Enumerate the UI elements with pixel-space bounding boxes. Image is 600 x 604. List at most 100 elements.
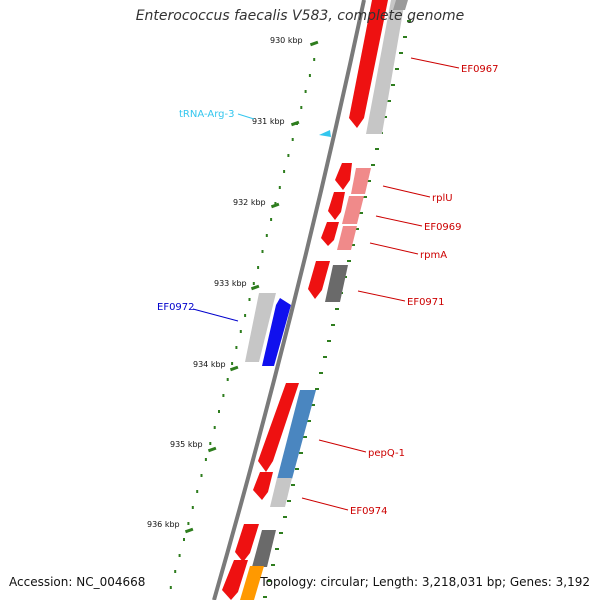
minor-tick	[231, 362, 234, 365]
cds-ef0969[interactable]	[342, 196, 364, 224]
minor-tick	[239, 330, 242, 333]
kbp-label: 935 kbp	[170, 440, 203, 449]
ring-guide-dot	[335, 308, 339, 310]
genome-backbone	[212, 0, 366, 601]
ring-guide-dots	[263, 20, 411, 598]
feature-label-rpmA[interactable]: rpmA	[420, 250, 447, 261]
kbp-tick	[309, 40, 319, 47]
ring-guide-dot	[315, 388, 319, 390]
minor-tick	[204, 458, 207, 461]
cds-ef0966-arrow[interactable]	[349, 0, 388, 128]
minor-tick	[304, 90, 307, 93]
cds-ef0969-red[interactable]	[328, 192, 345, 220]
minor-tick	[283, 170, 286, 173]
cds-bottom-red-1[interactable]	[235, 524, 259, 562]
cds-ef0971-red[interactable]	[308, 261, 330, 299]
minor-tick	[287, 154, 290, 157]
ring-guide-dot	[359, 212, 363, 214]
cds-rplU-red[interactable]	[335, 163, 352, 190]
cds-features	[222, 0, 408, 600]
feature-label-ef0969[interactable]: EF0969	[424, 222, 462, 233]
feature-label-trna-arg-3[interactable]: tRNA-Arg-3	[179, 109, 234, 120]
cds-bottom-red-2[interactable]	[222, 560, 248, 600]
ring-guide-dot	[327, 340, 331, 342]
ring-guide-dot	[319, 372, 323, 374]
ring-guide-dot	[263, 596, 267, 598]
minor-tick	[261, 250, 264, 253]
minor-tick	[274, 202, 277, 205]
ring-guide-dot	[347, 260, 351, 262]
ring-guide-dot	[307, 420, 311, 422]
cds-ef0974-red[interactable]	[253, 472, 273, 500]
minor-tick	[169, 586, 172, 589]
kbp-label: 931 kbp	[252, 117, 285, 126]
ring-guide-dot	[283, 516, 287, 518]
feature-label-ef0974[interactable]: EF0974	[350, 506, 388, 517]
minor-tick	[196, 490, 199, 493]
feature-label-ef0967[interactable]: EF0967	[461, 64, 499, 75]
kbp-tick	[207, 446, 217, 453]
ring-guide-dot	[395, 68, 399, 70]
cds-rplU[interactable]	[351, 168, 371, 194]
kbp-tick	[184, 527, 194, 534]
cds-rpmA-red[interactable]	[321, 222, 339, 246]
cds-grey-bar-top[interactable]	[393, 0, 408, 10]
ring-guide-dot	[291, 484, 295, 486]
cds-ef0972[interactable]	[262, 298, 291, 366]
ring-guide-dot	[323, 356, 327, 358]
ring-guide-dot	[383, 116, 387, 118]
ring-guide-dot	[351, 244, 355, 246]
ring-guide-dot	[295, 468, 299, 470]
feature-label-pepQ-1[interactable]: pepQ-1	[368, 448, 405, 459]
ring-guide-dot	[311, 404, 315, 406]
kbp-tick	[229, 365, 239, 372]
cds-ef0973-red[interactable]	[258, 383, 299, 472]
minor-tick	[226, 378, 229, 381]
cds-rpmA[interactable]	[337, 226, 357, 250]
minor-tick	[257, 266, 260, 269]
minor-tick	[252, 282, 255, 285]
ring-guide-dot	[387, 100, 391, 102]
feature-labels: EF0967 tRNA-Arg-3 rplU EF0969 rpmA EF097…	[157, 64, 499, 517]
genome-summary: Topology: circular; Length: 3,218,031 bp…	[260, 575, 590, 589]
cds-ef0972-grey[interactable]	[245, 293, 276, 362]
minor-ticks	[169, 58, 316, 589]
minor-tick	[300, 106, 303, 109]
ring-guide-dot	[287, 500, 291, 502]
cds-ef0967-bar[interactable]	[366, 0, 405, 134]
cds-ef0974[interactable]	[270, 478, 292, 507]
genome-title: Enterococcus faecalis V583, complete gen…	[135, 8, 465, 24]
feature-label-ef0971[interactable]: EF0971	[407, 297, 445, 308]
minor-tick	[265, 234, 268, 237]
minor-tick	[200, 474, 203, 477]
minor-tick	[218, 410, 220, 413]
kbp-tick	[290, 120, 300, 127]
label-leaders	[192, 57, 460, 511]
kbp-label: 930 kbp	[270, 36, 303, 45]
ring-guide-dot	[399, 52, 403, 54]
cds-ef0971[interactable]	[325, 265, 348, 302]
minor-tick	[313, 58, 316, 61]
feature-label-ef0972[interactable]: EF0972	[157, 302, 195, 313]
kbp-tick	[250, 284, 260, 291]
minor-tick	[296, 122, 298, 125]
cds-bottom-orange[interactable]	[240, 566, 264, 600]
ring-guide-dot	[391, 84, 395, 86]
minor-tick	[174, 570, 177, 573]
ring-guide-dot	[267, 580, 271, 582]
scale-ticks: 930 kbp 931 kbp 932 kbp 933 kbp 934 kbp …	[147, 36, 319, 534]
trna-arg-3-marker[interactable]	[319, 130, 331, 137]
minor-tick	[213, 426, 216, 429]
ring-guide-dot	[403, 36, 407, 38]
minor-tick	[291, 138, 294, 141]
minor-tick	[187, 522, 190, 525]
minor-tick	[235, 346, 238, 349]
cds-pepQ-1[interactable]	[277, 390, 316, 479]
cds-bottom-grey[interactable]	[252, 530, 276, 567]
minor-tick	[244, 314, 247, 317]
kbp-label: 933 kbp	[214, 279, 247, 288]
minor-tick	[178, 554, 181, 557]
feature-label-rplU[interactable]: rplU	[432, 193, 453, 204]
